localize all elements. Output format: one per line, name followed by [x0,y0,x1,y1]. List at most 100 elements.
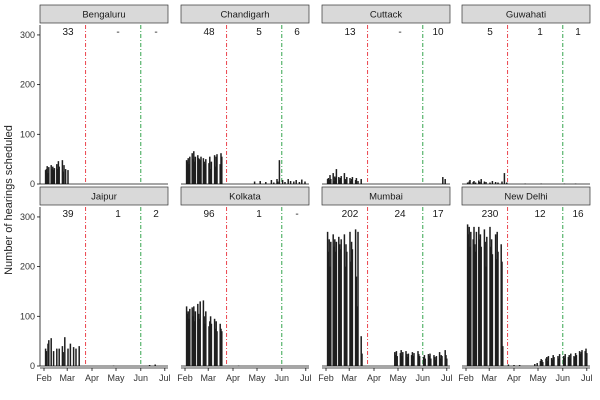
bar [185,306,188,366]
facet-title-new-delhi: New Delhi [504,192,547,203]
bar [400,350,402,366]
bar [52,170,55,184]
bar [78,346,80,366]
bar [332,234,334,366]
bar [569,358,571,366]
bar [209,156,211,184]
bar [202,300,205,366]
bar [205,159,207,184]
bar [200,156,202,184]
bar [350,261,352,366]
bar [434,360,437,366]
bar [360,336,362,366]
bar [563,358,566,366]
bar [293,181,295,184]
bar [568,355,570,366]
bar [575,355,578,366]
period-label: 96 [203,209,215,220]
bar [216,154,218,184]
bar [573,356,575,366]
bar [424,358,426,366]
y-tick-label: 300 [20,212,35,222]
y-tick-label: 100 [20,311,35,321]
bar [58,348,60,366]
bar [480,246,482,366]
bar [188,164,190,184]
x-tick-label: May [529,373,547,383]
bar [193,161,196,184]
bar [185,160,188,184]
bar [495,259,498,366]
bar [350,241,353,366]
facet-title-chandigarh: Chandigarh [220,10,269,21]
bar [472,239,474,366]
bar [357,181,359,184]
bar [485,182,487,184]
bar [486,236,488,366]
bar [301,179,303,184]
period-label: 10 [432,27,444,38]
bar [468,181,470,184]
bar [220,328,222,366]
bar [221,156,223,184]
bar [50,165,52,184]
bar [197,158,200,184]
bar [197,155,199,184]
bar [485,266,487,366]
bar [345,244,347,366]
bar [394,352,396,366]
period-label: 24 [394,209,406,220]
bar [444,179,446,184]
bar [287,179,289,184]
bar [209,321,211,366]
bar [483,181,486,184]
bar [328,180,330,184]
facet-strip-mumbai [321,186,451,206]
x-tick-label: Jun [275,373,290,383]
bar [550,358,553,366]
bar [411,352,414,366]
bar [474,251,477,366]
bar [490,246,492,366]
bar [428,356,430,366]
bar [203,316,205,366]
bar [491,181,494,184]
bar [45,169,48,184]
bar [494,234,497,366]
x-tick-label: Jul [300,373,312,383]
bar [344,266,346,366]
bar [500,244,502,366]
bar [473,226,475,366]
bar [61,160,64,184]
bar [329,175,331,184]
bar [346,177,348,184]
bar [406,354,408,366]
x-tick-label: Mar [481,373,497,383]
bar [61,346,64,366]
x-tick-label: Feb [36,373,52,383]
bar [540,359,542,366]
bar [47,343,49,366]
x-tick-label: Apr [367,373,381,383]
facet-strip-chandigarh [180,4,310,24]
bar [446,358,448,366]
bar [187,158,189,184]
bar [518,365,521,366]
bar [427,354,430,366]
bar [497,182,499,184]
x-tick-label: Apr [507,373,521,383]
bar [198,318,201,366]
period-label: 5 [487,27,493,38]
bar [56,164,58,184]
bar [64,337,66,366]
bar [580,352,582,366]
bar [281,180,284,184]
facet-title-cuttack: Cuttack [370,10,402,21]
bar [330,179,332,184]
bar [57,161,60,184]
bar [334,239,336,366]
facet-strip-cuttack [321,4,451,24]
bar [219,323,221,366]
bar [209,169,212,184]
